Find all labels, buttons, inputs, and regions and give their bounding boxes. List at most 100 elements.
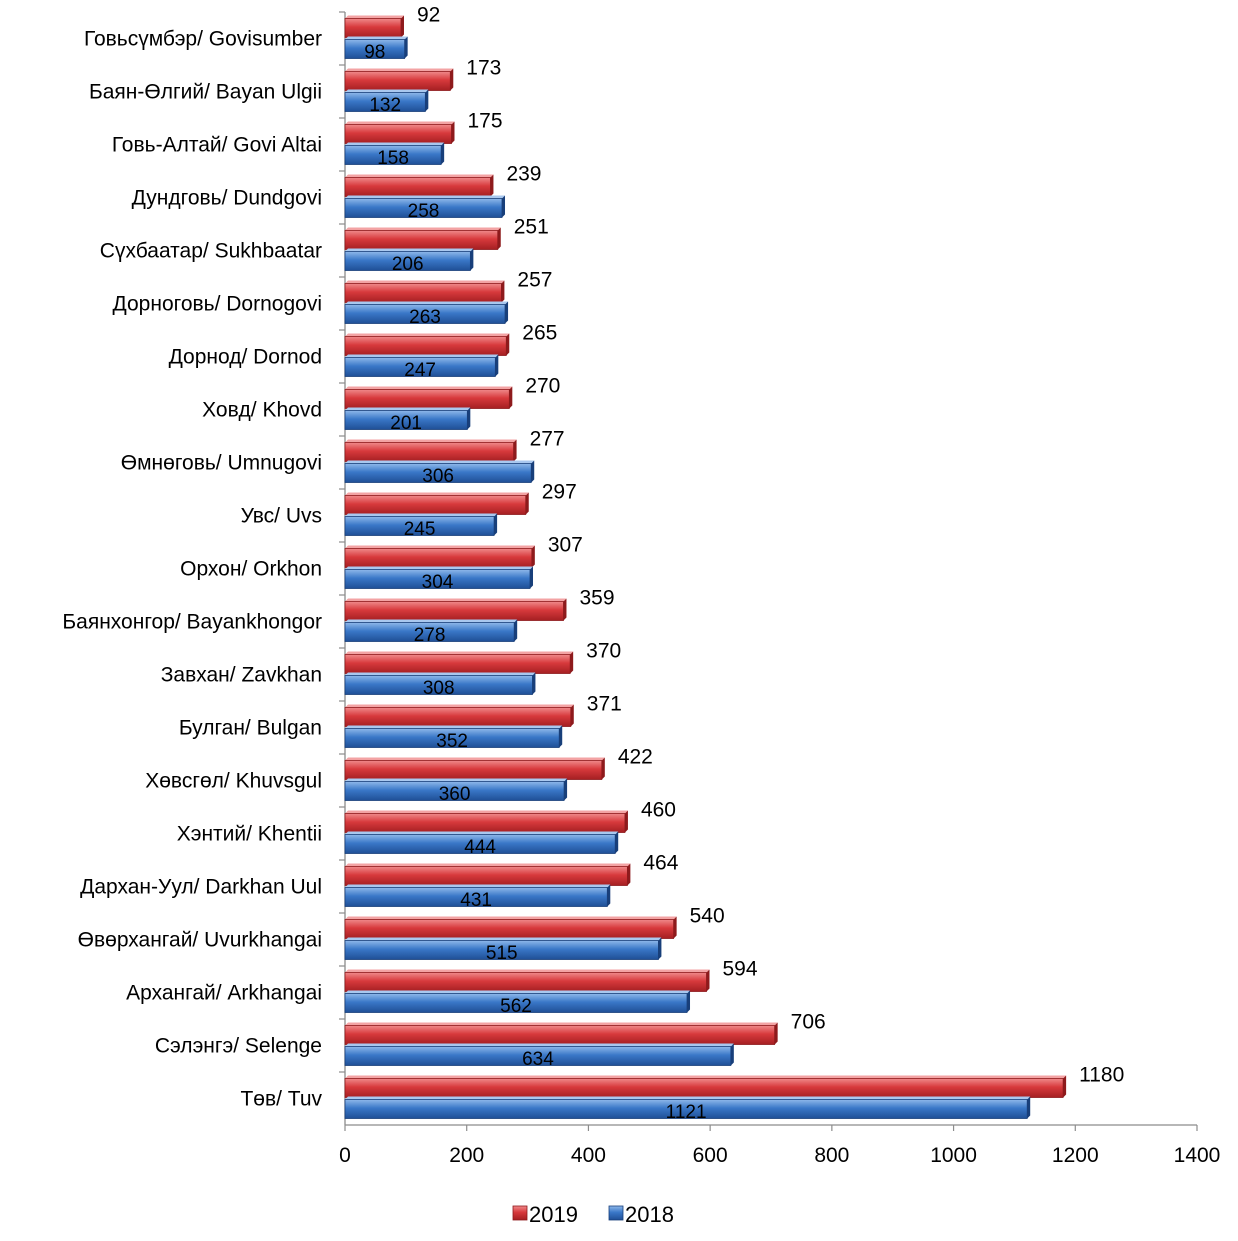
bar-end-face <box>531 545 535 568</box>
data-label-2019: 706 <box>791 1011 826 1034</box>
bar-top-face <box>345 386 513 390</box>
category-label: Увс/ Uvs <box>241 505 322 528</box>
data-label-2018: 245 <box>404 519 436 540</box>
x-tick-label: 0 <box>339 1144 351 1167</box>
bar-end-face <box>470 248 474 271</box>
category-label: Ховд/ Khovd <box>202 399 322 422</box>
bar-top-face <box>345 15 404 19</box>
bar-end-face <box>1027 1096 1031 1119</box>
bar-2019 <box>344 389 510 409</box>
data-label-2019: 460 <box>641 799 676 822</box>
bar-end-face <box>532 672 536 695</box>
bar-top-face <box>345 439 517 443</box>
category-label: Завхан/ Zavkhan <box>161 664 322 687</box>
bar-end-face <box>624 810 628 833</box>
bar-end-face <box>730 1043 734 1066</box>
category-label: Хэнтий/ Khentii <box>177 823 322 846</box>
bar-end-face <box>513 439 517 462</box>
data-label-2018: 304 <box>422 572 454 593</box>
legend-label-2018: 2018 <box>625 1202 674 1227</box>
bar-end-face <box>505 301 509 324</box>
data-label-2019: 251 <box>514 216 549 239</box>
data-label-2018: 634 <box>522 1049 554 1070</box>
bar-end-face <box>658 937 662 960</box>
category-label: Дархан-Уул/ Darkhan Uul <box>80 876 322 899</box>
category-label: Баянхонгор/ Bayankhongor <box>62 611 322 634</box>
bar-end-face <box>570 704 574 727</box>
bar-top-face <box>345 937 662 941</box>
bar-end-face <box>467 407 471 430</box>
bar-2019 <box>344 654 571 674</box>
legend-swatch-2018 <box>608 1205 624 1221</box>
bar-top-face <box>345 301 509 305</box>
bar-end-face <box>706 969 710 992</box>
bar-top-face <box>345 916 677 920</box>
bar-top-face <box>345 121 455 125</box>
category-label: Архангай/ Arkhangai <box>126 982 322 1005</box>
bar-end-face <box>509 386 513 409</box>
bar-2019 <box>344 18 402 38</box>
bar-2018 <box>344 145 442 165</box>
bar-2018 <box>344 92 426 112</box>
data-label-2019: 173 <box>466 57 501 80</box>
bar-end-face <box>514 619 518 642</box>
bar-2018 <box>344 463 532 483</box>
category-label: Дорноговь/ Dornogovi <box>113 293 322 316</box>
bar-2019 <box>344 124 452 144</box>
bar-2018 <box>344 410 468 430</box>
bar-end-face <box>774 1022 778 1045</box>
plot-area: 0 200 400 600 800 1000 1200 1400 Говьсүмбэр/ Gov… <box>62 4 1220 1168</box>
bar-top-face <box>345 1043 734 1047</box>
bar-end-face <box>673 916 677 939</box>
bar-top-face <box>345 174 494 178</box>
bar-2018 <box>344 675 533 695</box>
bar-top-face <box>345 884 611 888</box>
data-label-2019: 1180 <box>1079 1064 1124 1087</box>
data-label-2018: 444 <box>464 837 496 858</box>
data-label-2019: 239 <box>506 163 541 186</box>
bar-top-face <box>345 407 471 411</box>
data-label-2019: 371 <box>587 693 622 716</box>
bar-end-face <box>627 863 631 886</box>
bar-top-face <box>345 757 605 761</box>
data-label-2018: 352 <box>436 731 468 752</box>
bar-top-face <box>345 195 506 199</box>
bar-2018 <box>344 781 565 801</box>
bar-end-face <box>501 280 505 303</box>
data-label-2019: 594 <box>722 958 757 981</box>
bar-2018 <box>344 1099 1028 1119</box>
data-label-2018: 515 <box>486 943 518 964</box>
data-label-2019: 92 <box>417 4 440 27</box>
bar-top-face <box>345 704 574 708</box>
bar-top-face <box>345 354 499 358</box>
bar-top-face <box>345 545 535 549</box>
bar-top-face <box>345 89 429 93</box>
x-tick-label: 200 <box>449 1144 484 1167</box>
category-label: Өмнөговь/ Umnugovi <box>121 452 322 475</box>
data-label-2019: 422 <box>618 746 653 769</box>
data-label-2019: 370 <box>586 640 621 663</box>
bar-2019 <box>344 230 499 250</box>
data-label-2018: 360 <box>439 784 471 805</box>
bar-top-face <box>345 990 691 994</box>
category-label: Говьсүмбэр/ Govisumber <box>84 28 322 51</box>
bar-2018 <box>344 993 688 1013</box>
bar-2019 <box>344 866 628 886</box>
bar-2019 <box>344 495 527 515</box>
data-label-2019: 307 <box>548 534 583 557</box>
data-label-2019: 277 <box>530 428 565 451</box>
bar-2019 <box>344 71 451 91</box>
x-tick-label: 800 <box>814 1144 849 1167</box>
bar-end-face <box>404 36 408 59</box>
data-label-2018: 206 <box>392 254 424 275</box>
bar-top-face <box>345 863 631 867</box>
bar-end-face <box>687 990 691 1013</box>
bar-end-face <box>530 566 534 589</box>
category-label: Баян-Өлгий/ Bayan Ulgii <box>89 81 322 104</box>
data-label-2018: 431 <box>460 890 492 911</box>
bar-end-face <box>615 831 619 854</box>
data-label-2018: 98 <box>364 42 385 63</box>
bar-end-face <box>497 227 501 250</box>
bar-top-face <box>345 1022 778 1026</box>
